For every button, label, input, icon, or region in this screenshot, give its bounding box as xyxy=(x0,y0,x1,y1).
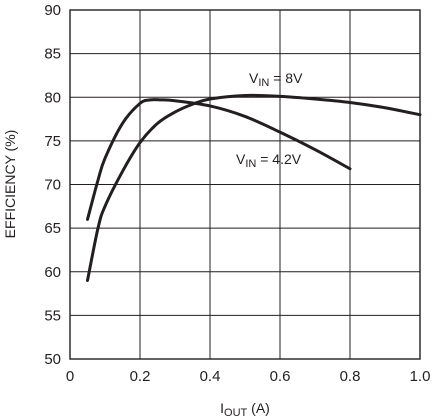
plot-frame xyxy=(69,9,421,360)
series-label-vin-8v: VIN = 8V xyxy=(249,70,303,89)
x-tick-label: 0.2 xyxy=(130,368,151,385)
x-tick-label: 0.8 xyxy=(340,368,361,385)
x-tick-label: 0.4 xyxy=(200,368,221,385)
x-tick-labels: 0 0.2 0.4 0.6 0.8 1.0 xyxy=(66,368,431,385)
y-tick-label: 50 xyxy=(44,351,61,368)
y-tick-label: 60 xyxy=(44,264,61,281)
y-axis-title: EFFICIENCY (%) xyxy=(2,130,18,239)
x-tick-label: 1.0 xyxy=(410,368,431,385)
y-tick-labels: 50 55 60 65 70 75 80 85 90 xyxy=(44,2,61,368)
y-tick-label: 85 xyxy=(44,46,61,63)
y-tick-label: 80 xyxy=(44,89,61,106)
y-tick-label: 75 xyxy=(44,133,61,150)
series-line-vin-8v xyxy=(86,93,422,282)
y-tick-label: 65 xyxy=(44,220,61,237)
series-line-vin-4v2 xyxy=(86,98,352,221)
series-lines xyxy=(86,93,422,282)
y-tick-label: 55 xyxy=(44,307,61,324)
x-axis-title: IOUT (A) xyxy=(220,400,270,419)
y-tick-label: 70 xyxy=(44,177,61,194)
gridlines xyxy=(70,10,420,359)
y-tick-label: 90 xyxy=(44,2,61,19)
x-tick-label: 0 xyxy=(66,368,74,385)
series-label-vin-4v2: VIN = 4.2V xyxy=(236,151,302,170)
x-tick-label: 0.6 xyxy=(270,368,291,385)
